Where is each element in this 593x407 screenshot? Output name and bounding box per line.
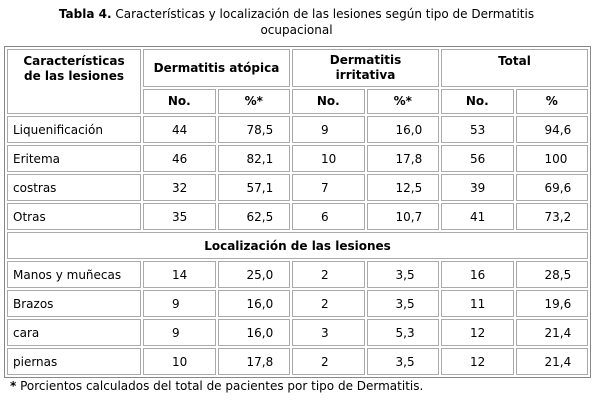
cell-value: 3,5: [366, 290, 439, 317]
cell-value: 46: [143, 145, 216, 172]
row-label: Manos y muñecas: [7, 261, 141, 288]
cell-value: 2: [292, 261, 365, 288]
cell-value: 21,4: [515, 319, 588, 346]
row-label: Eritema: [7, 145, 141, 172]
table-row: Liquenificación 44 78,5 9 16,0 53 94,6: [7, 116, 588, 143]
sub-header: No.: [441, 89, 514, 114]
cell-value: 16: [441, 261, 514, 288]
cell-value: 39: [441, 174, 514, 201]
footnote-mark: *: [10, 379, 17, 393]
cell-value: 41: [441, 203, 514, 230]
table: Características de las lesiones Dermatit…: [4, 46, 591, 378]
cell-value: 17,8: [366, 145, 439, 172]
section-title: Localización de las lesiones: [7, 232, 588, 259]
cell-value: 56: [441, 145, 514, 172]
sub-header: %*: [217, 89, 290, 114]
cell-value: 57,1: [217, 174, 290, 201]
cell-value: 9: [292, 116, 365, 143]
cell-value: 12,5: [366, 174, 439, 201]
cell-value: 78,5: [217, 116, 290, 143]
cell-value: 2: [292, 348, 365, 375]
table-row: costras 32 57,1 7 12,5 39 69,6: [7, 174, 588, 201]
cell-value: 69,6: [515, 174, 588, 201]
row-label: Otras: [7, 203, 141, 230]
cell-value: 19,6: [515, 290, 588, 317]
sub-header: %: [515, 89, 588, 114]
caption-label: Tabla 4.: [58, 7, 112, 21]
group-header: Total: [441, 49, 588, 87]
caption: Tabla 4. Características y localización …: [57, 6, 537, 38]
cell-value: 12: [441, 348, 514, 375]
table-row: Otras 35 62,5 6 10,7 41 73,2: [7, 203, 588, 230]
cell-value: 3,5: [366, 348, 439, 375]
cell-value: 62,5: [217, 203, 290, 230]
cell-value: 16,0: [217, 319, 290, 346]
footnote-text: Porcientos calculados del total de pacie…: [20, 379, 424, 393]
row-label: costras: [7, 174, 141, 201]
table-row: Eritema 46 82,1 10 17,8 56 100: [7, 145, 588, 172]
cell-value: 16,0: [217, 290, 290, 317]
cell-value: 32: [143, 174, 216, 201]
group-header: Dermatitis atópica: [143, 49, 290, 87]
sub-header: %*: [366, 89, 439, 114]
cell-value: 35: [143, 203, 216, 230]
cell-value: 6: [292, 203, 365, 230]
row-label: Liquenificación: [7, 116, 141, 143]
cell-value: 17,8: [217, 348, 290, 375]
footnote: * Porcientos calculados del total de pac…: [10, 379, 423, 393]
row-label: Brazos: [7, 290, 141, 317]
page: Tabla 4. Características y localización …: [0, 6, 593, 407]
cell-value: 28,5: [515, 261, 588, 288]
table-row: piernas 10 17,8 2 3,5 12 21,4: [7, 348, 588, 375]
cell-value: 10,7: [366, 203, 439, 230]
sub-header: No.: [143, 89, 216, 114]
row-header: Características de las lesiones: [7, 49, 141, 114]
cell-value: 100: [515, 145, 588, 172]
cell-value: 11: [441, 290, 514, 317]
cell-value: 53: [441, 116, 514, 143]
table-row: cara 9 16,0 3 5,3 12 21,4: [7, 319, 588, 346]
cell-value: 12: [441, 319, 514, 346]
cell-value: 82,1: [217, 145, 290, 172]
cell-value: 7: [292, 174, 365, 201]
cell-value: 16,0: [366, 116, 439, 143]
row-label: piernas: [7, 348, 141, 375]
cell-value: 25,0: [217, 261, 290, 288]
cell-value: 2: [292, 290, 365, 317]
cell-value: 14: [143, 261, 216, 288]
cell-value: 9: [143, 290, 216, 317]
caption-text: Características y localización de las le…: [115, 7, 535, 37]
section-row: Localización de las lesiones: [7, 232, 588, 259]
cell-value: 3,5: [366, 261, 439, 288]
cell-value: 5,3: [366, 319, 439, 346]
group-header: Dermatitis irritativa: [292, 49, 439, 87]
sub-header: No.: [292, 89, 365, 114]
cell-value: 10: [292, 145, 365, 172]
table-row: Brazos 9 16,0 2 3,5 11 19,6: [7, 290, 588, 317]
cell-value: 9: [143, 319, 216, 346]
cell-value: 10: [143, 348, 216, 375]
row-label: cara: [7, 319, 141, 346]
cell-value: 73,2: [515, 203, 588, 230]
table-row: Manos y muñecas 14 25,0 2 3,5 16 28,5: [7, 261, 588, 288]
cell-value: 44: [143, 116, 216, 143]
cell-value: 94,6: [515, 116, 588, 143]
cell-value: 21,4: [515, 348, 588, 375]
cell-value: 3: [292, 319, 365, 346]
